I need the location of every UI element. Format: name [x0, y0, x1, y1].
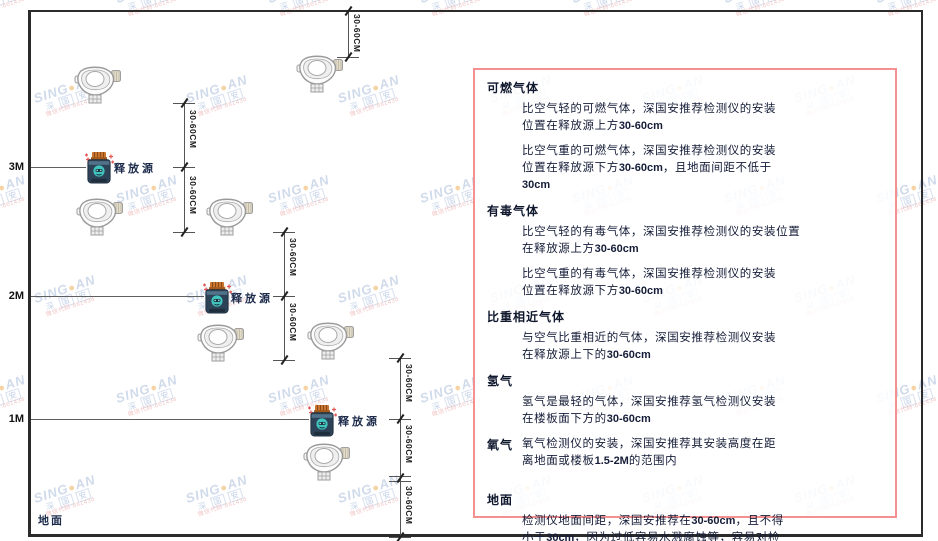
dimension-line [348, 11, 349, 57]
dimension-label: 30-60CM [404, 486, 414, 525]
section-header: 地面 [487, 493, 514, 507]
section-paragraph: 比空气重的有毒气体，深国安推荐检测仪的安装 位置在释放源下方30-60cm [522, 268, 777, 297]
watermark-brand: SING●AN [0, 372, 28, 407]
panel-section: 氢气 氢气是最轻的气体，深国安推荐氢气检测仪安装 在楼板面下方的30-60cm [487, 372, 881, 428]
gas-detector-icon [307, 320, 355, 365]
panel-section: 地面 检测仪地面间距，深国安推荐在30-60cm，且不得 小于30cm，因为过低容易… [487, 491, 881, 541]
watermark-brand: SING●AN [114, 0, 180, 6]
section-paragraph: 氧气检测仪的安装，深国安推荐其安装高度在距 离地面或楼板1.5-2M的范围内 [522, 438, 777, 467]
height-line [31, 167, 86, 168]
gas-detector-icon [303, 441, 351, 486]
section-paragraph: 与空气比重相近的气体，深国安推荐检测仪安装 在释放源上下的30-60cm [522, 332, 777, 361]
release-source-label: 释放源 [231, 293, 273, 305]
panel-section: 比重相近气体与空气比重相近的气体，深国安推荐检测仪安装 在释放源上下的30-60c… [487, 308, 881, 364]
watermark-brand: SING●AN [874, 0, 938, 6]
section-paragraph: 检测仪地面间距，深国安推荐在30-60cm，且不得 小于30cm，因为过低容易水溅… [522, 515, 784, 541]
section-paragraph: 比空气重的可燃气体，深国安推荐检测仪的安装 位置在释放源下方30-60cm，且地面… [522, 145, 777, 191]
section-paragraph: 比空气轻的可燃气体，深国安推荐检测仪的安装 位置在释放源上方30-60cm [522, 103, 777, 132]
dimension-label: 30-60CM [404, 425, 414, 464]
height-line [31, 419, 309, 420]
diagram-frame [28, 10, 923, 537]
release-source-icon [84, 151, 115, 189]
gas-detector-icon [74, 64, 122, 109]
watermark-brand: SING●AN [266, 0, 332, 6]
section-header: 有毒气体 [487, 204, 540, 218]
watermark-dot-icon: ● [0, 381, 8, 395]
section-header: 可燃气体 [487, 81, 540, 95]
dimension-label: 30-60CM [288, 238, 298, 277]
release-source-icon [307, 404, 338, 442]
release-source-icon [202, 281, 233, 319]
dimension-label: 30-60CM [352, 14, 362, 53]
dimension-label: 30-60CM [188, 110, 198, 149]
watermark-cjk: 深 国 安 [0, 387, 30, 415]
section-paragraph: 氢气是最轻的气体，深国安推荐氢气检测仪安装 在楼板面下方的30-60cm [522, 396, 777, 425]
gas-detector-icon [296, 53, 344, 98]
height-label: 1M [8, 413, 24, 425]
watermark-brand: SING●AN [418, 0, 484, 6]
dimension-label: 30-60CM [288, 303, 298, 342]
watermark-cjk: 深 国 安 [0, 187, 30, 215]
dimension-label: 30-60CM [188, 176, 198, 215]
height-label: 2M [8, 290, 24, 302]
watermark-brand: SING●AN [570, 0, 636, 6]
gas-detector-icon [76, 196, 124, 241]
release-source-label: 释放源 [114, 163, 156, 175]
panel-section: 可燃气体比空气轻的可燃气体，深国安推荐检测仪的安装 位置在释放源上方30-60cm… [487, 79, 881, 194]
dimension-label: 30-60CM [404, 364, 414, 403]
panel-section: 氧气 氧气检测仪的安装，深国安推荐其安装高度在距 离地面或楼板1.5-2M的范围内 [487, 436, 881, 478]
watermark-dot-icon: ● [0, 181, 8, 195]
watermark-cjk: 深 国 安 [0, 0, 30, 14]
watermark-brand: SING●AN [0, 0, 28, 6]
gas-detector-icon [197, 322, 245, 367]
dimension-line [400, 358, 401, 537]
watermark-brand: SING●AN [0, 172, 28, 207]
section-header: 比重相近气体 [487, 310, 566, 324]
section-header: 氧气 [487, 438, 514, 452]
gas-detector-icon [206, 196, 254, 241]
height-line [31, 296, 204, 297]
ground-label: 地面 [38, 515, 64, 527]
info-panel: 可燃气体比空气轻的可燃气体，深国安推荐检测仪的安装 位置在释放源上方30-60cm… [473, 68, 897, 541]
height-label: 3M [8, 161, 24, 173]
watermark-brand: SING●AN [722, 0, 788, 6]
section-paragraph: 比空气轻的有毒气体，深国安推荐检测仪的安装位置 在释放源上方30-60cm [522, 226, 801, 255]
panel-section: 有毒气体比空气轻的有毒气体，深国安推荐检测仪的安装位置 在释放源上方30-60cm… [487, 202, 881, 300]
section-header: 氢气 [487, 374, 514, 388]
dimension-tick [389, 481, 411, 482]
release-source-label: 释放源 [338, 416, 380, 428]
